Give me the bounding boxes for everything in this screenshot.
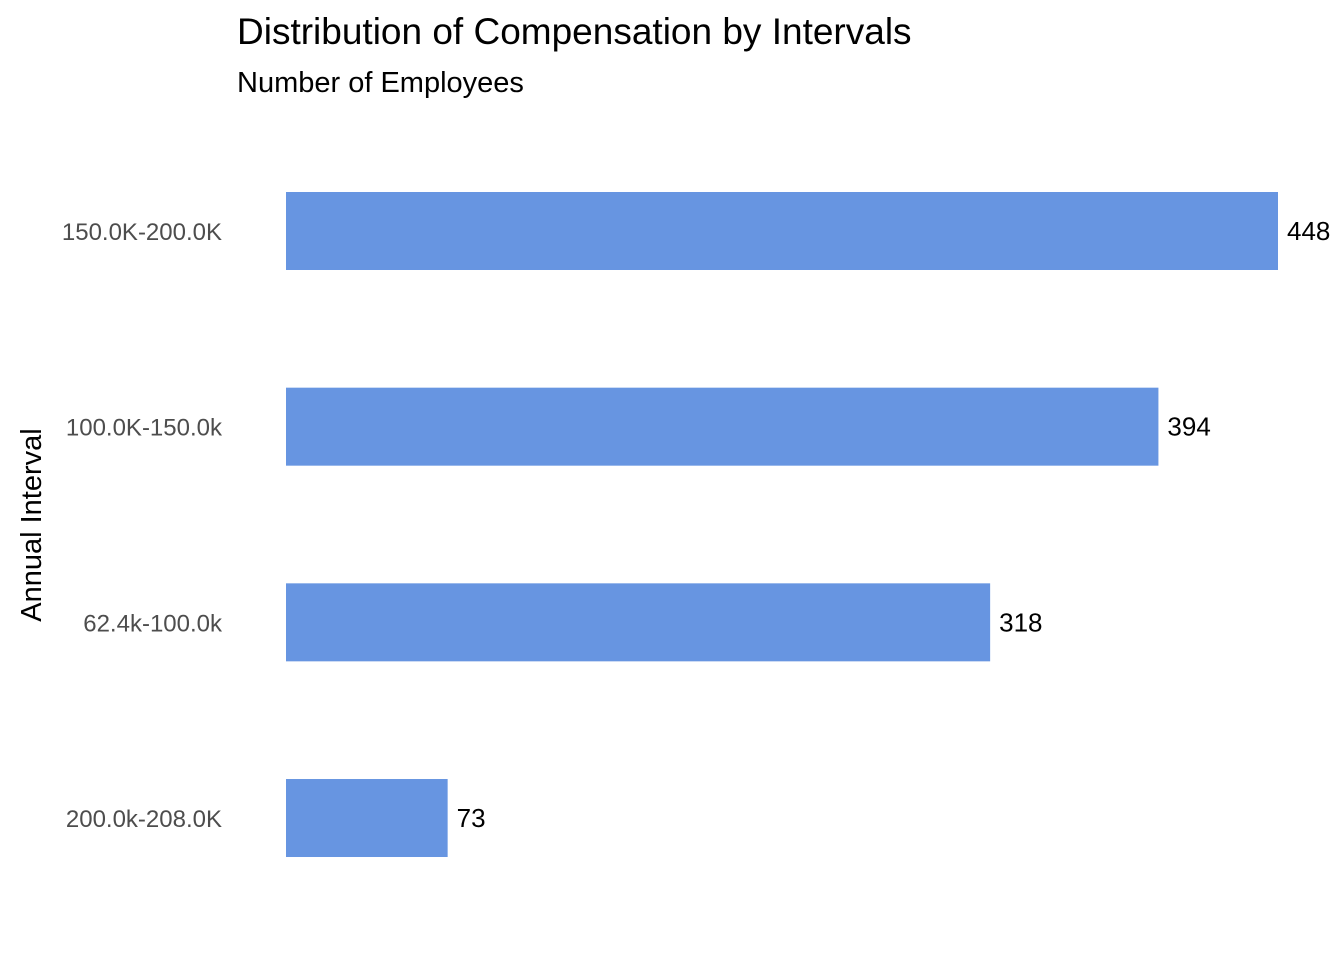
- y-tick-label: 62.4k-100.0k: [83, 610, 223, 637]
- y-tick-label: 150.0K-200.0K: [62, 219, 222, 246]
- chart-title: Distribution of Compensation by Interval…: [237, 11, 912, 52]
- bar: [286, 583, 991, 662]
- y-tick-label: 200.0k-208.0K: [66, 806, 222, 833]
- chart-subtitle: Number of Employees: [237, 67, 524, 99]
- bar-value-label: 448: [1287, 216, 1330, 246]
- bars-layer: 150.0K-200.0K 448 100.0K-150.0k 394 62.4k-10…: [62, 192, 1330, 858]
- bar-value-label: 394: [1167, 412, 1210, 442]
- bar: [286, 387, 1159, 466]
- bar-value-label: 318: [999, 607, 1042, 637]
- bar-value-label: 73: [457, 803, 486, 833]
- y-axis-title: Annual Interval: [16, 428, 48, 621]
- y-tick-label: 100.0K-150.0k: [66, 415, 223, 442]
- bar: [286, 779, 448, 858]
- bar: [286, 192, 1278, 270]
